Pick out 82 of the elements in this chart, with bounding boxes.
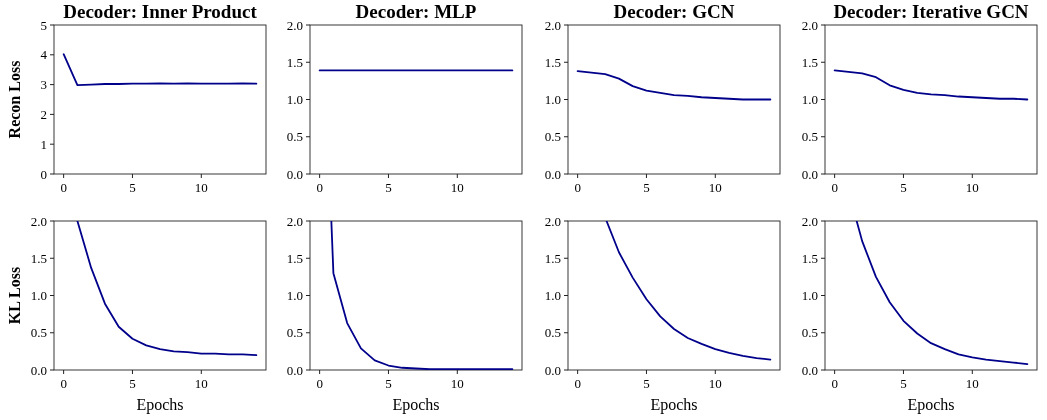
chart-title: Decoder: MLP [355, 1, 477, 22]
y-tick-label: 0.5 [30, 325, 47, 341]
y-tick-label: 0.0 [286, 166, 303, 182]
y-tick-label: 5 [40, 17, 47, 33]
x-tick-label: 0 [831, 376, 838, 391]
x-axis-title: Epochs [392, 396, 440, 414]
y-tick-label: 1.0 [801, 92, 818, 108]
y-axis-title: Recon Loss [6, 60, 23, 139]
y-tick-label: 1.0 [286, 288, 303, 304]
x-tick-label: 10 [708, 180, 722, 195]
line-series [605, 221, 772, 361]
x-tick-label: 10 [194, 376, 208, 391]
y-tick-label: 0.0 [801, 362, 818, 378]
line-series [62, 53, 258, 87]
y-tick-label: 2.0 [286, 213, 303, 229]
x-tick-label: 5 [129, 376, 136, 391]
y-tick-label: 0.0 [544, 362, 561, 378]
x-tick-label: 0 [574, 376, 581, 391]
x-tick-label: 5 [385, 180, 392, 195]
y-tick-label: 1.0 [544, 288, 561, 304]
y-tick-label: 2.0 [801, 17, 818, 33]
y-tick-label: 0.0 [286, 362, 303, 378]
y-tick-label: 1.0 [544, 92, 561, 108]
y-tick-label: 1.5 [544, 54, 561, 70]
x-tick-label: 0 [316, 376, 323, 391]
x-tick-label: 0 [831, 180, 838, 195]
chart-title: Decoder: GCN [613, 1, 735, 22]
x-tick-label: 10 [965, 376, 979, 391]
y-tick-label: 0.0 [30, 362, 47, 378]
chart-title: Decoder: Iterative GCN [833, 1, 1029, 22]
x-tick-label: 10 [450, 376, 464, 391]
y-tick-label: 0.5 [544, 325, 561, 341]
x-tick-label: 5 [900, 376, 907, 391]
x-tick-label: 5 [385, 376, 392, 391]
y-tick-label: 1.5 [801, 54, 818, 70]
y-tick-label: 1.5 [30, 250, 47, 266]
x-tick-label: 10 [450, 180, 464, 195]
y-tick-label: 0 [40, 166, 47, 182]
x-tick-label: 0 [316, 180, 323, 195]
y-tick-label: 2.0 [30, 213, 47, 229]
line-series [576, 70, 772, 101]
x-tick-label: 5 [900, 180, 907, 195]
x-axis-title: Epochs [907, 396, 955, 414]
x-tick-label: 0 [574, 180, 581, 195]
y-tick-label: 0.5 [544, 129, 561, 145]
x-tick-label: 0 [60, 180, 67, 195]
y-tick-label: 2.0 [544, 17, 561, 33]
y-tick-label: 3 [40, 77, 47, 93]
y-tick-label: 2.0 [544, 213, 561, 229]
y-tick-label: 1.5 [286, 54, 303, 70]
line-series [833, 69, 1029, 101]
y-tick-label: 0.0 [544, 166, 561, 182]
y-tick-label: 0.0 [801, 166, 818, 182]
y-tick-label: 0.5 [801, 325, 818, 341]
y-tick-label: 1.5 [286, 250, 303, 266]
x-tick-label: 10 [965, 180, 979, 195]
y-tick-label: 0.5 [286, 129, 303, 145]
y-tick-label: 2 [40, 106, 47, 122]
chart-title: Decoder: Inner Product [63, 1, 258, 22]
x-axis-title: Epochs [136, 396, 184, 414]
y-tick-label: 1.5 [544, 250, 561, 266]
y-tick-label: 0.5 [801, 129, 818, 145]
x-tick-label: 10 [708, 376, 722, 391]
x-tick-label: 0 [60, 376, 67, 391]
y-tick-label: 2.0 [286, 17, 303, 33]
line-series [330, 221, 514, 370]
line-series [855, 221, 1029, 365]
line-series [76, 221, 258, 356]
y-tick-label: 1 [40, 136, 47, 152]
x-tick-label: 5 [129, 180, 136, 195]
y-tick-label: 2.0 [801, 213, 818, 229]
x-tick-label: 5 [643, 376, 650, 391]
y-tick-label: 1.0 [30, 288, 47, 304]
y-tick-label: 1.5 [801, 250, 818, 266]
x-axis-title: Epochs [650, 396, 698, 414]
y-tick-label: 4 [40, 47, 48, 63]
y-tick-label: 1.0 [286, 92, 303, 108]
x-tick-label: 5 [643, 180, 650, 195]
y-tick-label: 0.5 [286, 325, 303, 341]
y-axis-title: KL Loss [6, 266, 23, 325]
x-tick-label: 10 [194, 180, 208, 195]
y-tick-label: 1.0 [801, 288, 818, 304]
